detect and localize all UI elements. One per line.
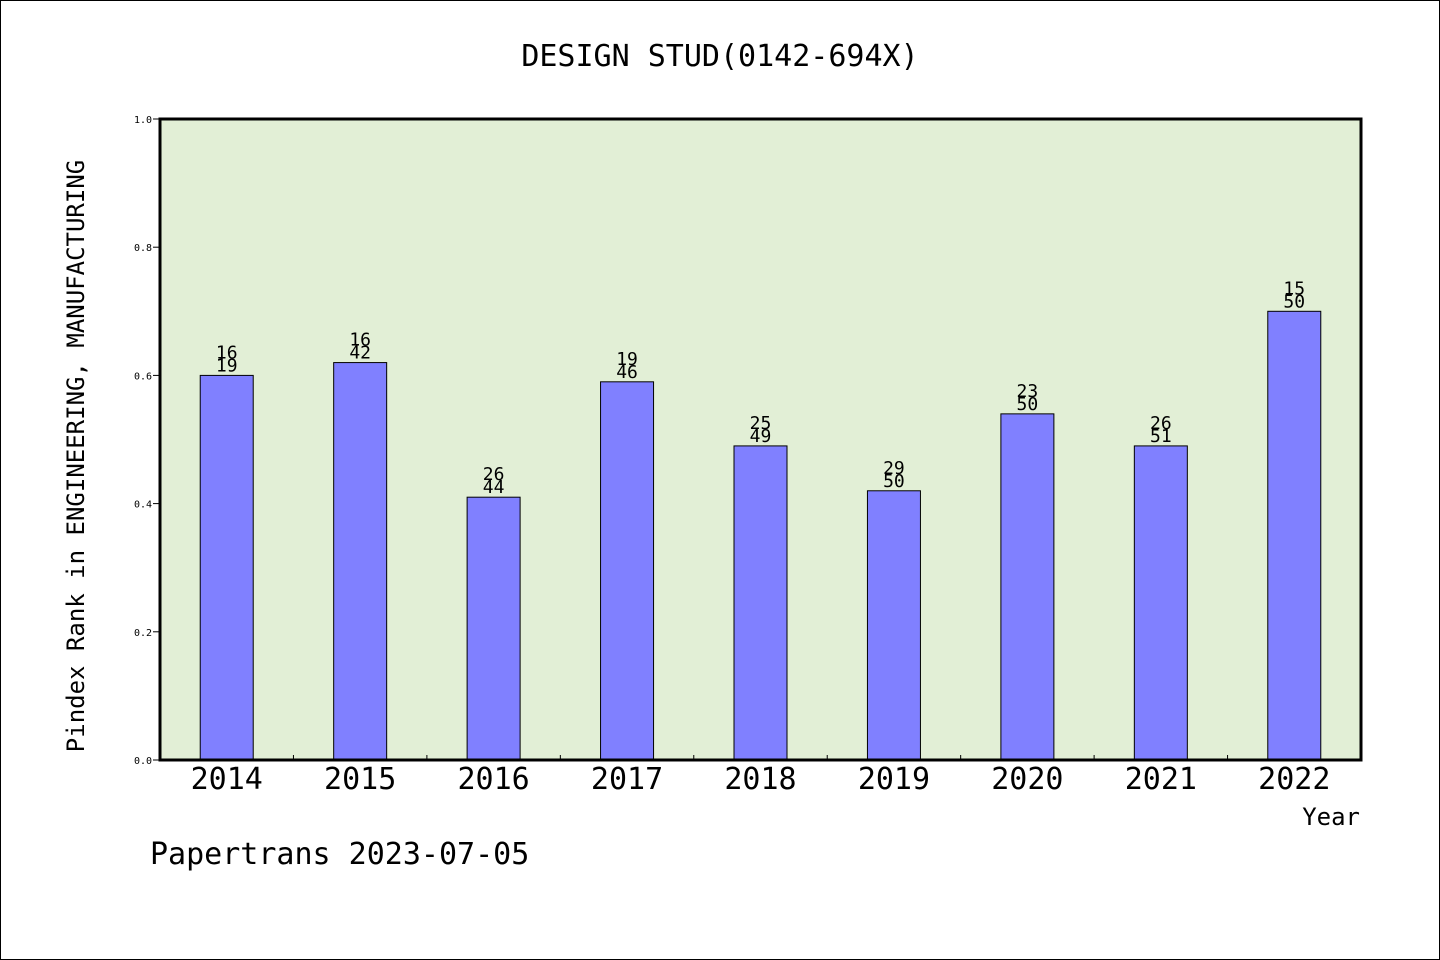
y-tick-label: 0.4 <box>134 500 152 511</box>
bar-2019 <box>866 490 921 761</box>
bar-2022 <box>1267 310 1322 761</box>
bar-label-top: 26 <box>1150 413 1172 434</box>
bar-2014 <box>199 374 254 761</box>
bar-label-top: 23 <box>1017 381 1039 402</box>
bar-label-bottom: 44 <box>483 477 505 498</box>
y-tick-label: 0.6 <box>134 371 152 382</box>
x-tick-label: 2018 <box>724 762 796 797</box>
bar-label-top: 19 <box>616 349 638 370</box>
y-tick-label: 0.2 <box>134 628 152 639</box>
bars-group <box>199 310 1322 761</box>
bar-2016 <box>466 496 521 761</box>
x-tick-label: 2017 <box>591 762 663 797</box>
x-tick-label: 2021 <box>1125 762 1197 797</box>
x-tick-label: 2015 <box>324 762 396 797</box>
bar-label-bottom: 50 <box>1283 291 1305 312</box>
y-axis-label: Pindex Rank in ENGINEERING, MANUFACTURIN… <box>62 160 90 752</box>
bar-2017 <box>600 381 655 761</box>
bar-label-bottom: 19 <box>216 355 238 376</box>
bar-label-top: 26 <box>483 464 505 485</box>
y-tick-label: 0.0 <box>134 756 152 767</box>
bar-2018 <box>733 445 788 761</box>
chart-title: DESIGN STUD(0142-694X) <box>521 39 918 74</box>
bar-label-top: 29 <box>883 458 905 479</box>
x-axis-label: Year <box>1302 803 1360 831</box>
x-tick-label: 2016 <box>457 762 529 797</box>
footer-credit: Papertrans 2023-07-05 <box>150 837 529 872</box>
plot-border <box>158 117 1363 762</box>
bar-2015 <box>333 362 388 761</box>
y-tick-label: 1.0 <box>134 115 152 126</box>
bar-label-bottom: 46 <box>616 362 638 383</box>
x-tick-label: 2014 <box>191 762 263 797</box>
bar-2021 <box>1133 445 1188 761</box>
bar-label-bottom: 50 <box>1017 394 1039 415</box>
y-axis: 0.0 0.2 0.4 0.6 0.8 1.0 <box>134 115 160 767</box>
bar-label-top: 16 <box>349 330 371 351</box>
bar-label-bottom: 51 <box>1150 426 1172 447</box>
x-tick-label: 2020 <box>991 762 1063 797</box>
bar-label-bottom: 50 <box>883 471 905 492</box>
bar-label-bottom: 42 <box>349 343 371 364</box>
y-tick-label: 0.8 <box>134 243 152 254</box>
bar-label-top: 15 <box>1283 278 1305 299</box>
x-tick-label: 2019 <box>858 762 930 797</box>
bar-label-top: 16 <box>216 342 238 363</box>
x-tick-label: 2022 <box>1258 762 1330 797</box>
bar-label-bottom: 49 <box>750 426 772 447</box>
bar-2020 <box>1000 413 1055 761</box>
bar-label-top: 25 <box>750 413 772 434</box>
x-axis: 2014 2015 2016 2017 2018 2019 2020 2021 2022 <box>191 755 1330 797</box>
